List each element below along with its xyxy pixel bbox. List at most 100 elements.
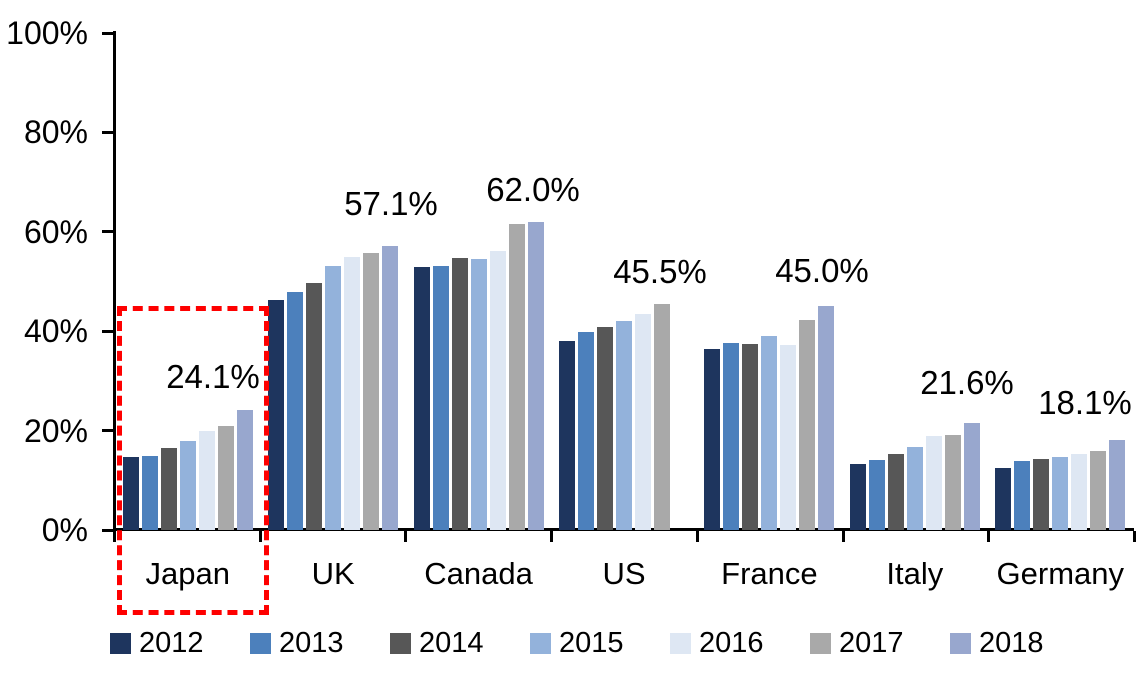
bar-uk-2014 [306,282,323,530]
y-axis-label: 100% [6,15,88,51]
bar-italy-2013 [868,459,885,530]
legend-label-2017: 2017 [839,627,904,659]
legend-swatch-2016 [670,632,691,654]
legend: 2012 2013 2014 2015 2016 2017 2018 [0,626,1142,666]
bar-japan-2012 [122,456,139,530]
bar-france-2013 [723,343,740,530]
bar-france-2015 [761,335,778,530]
data-label-us: 45.5% [613,253,707,290]
y-axis-tick [102,130,113,134]
bar-italy-2016 [925,436,942,530]
bar-canada-2016 [489,251,506,530]
category-label-germany: Germany [996,556,1125,591]
y-axis-tick [102,528,113,532]
bar-uk-2012 [268,299,285,530]
bar-canada-2017 [508,223,525,530]
legend-item-2017: 2017 [810,626,904,660]
y-axis-label: 20% [23,412,88,449]
bar-uk-2018 [382,246,399,530]
y-axis-label: 60% [23,213,88,250]
y-axis-tick [102,31,113,35]
bar-japan-2015 [179,441,196,530]
bar-germany-2012 [995,467,1012,530]
y-axis-label: 40% [23,313,88,350]
highlight-box-japan [117,306,269,615]
bar-germany-2017 [1090,451,1107,530]
bar-germany-2016 [1071,454,1088,530]
category-label-france: France [721,556,818,591]
bar-france-2014 [742,343,759,530]
y-axis-line [113,31,116,531]
data-label-france: 45.0% [775,252,869,289]
bar-canada-2013 [432,265,449,530]
bar-canada-2014 [451,257,468,530]
x-axis-tick [696,531,699,542]
y-axis-label: 80% [23,114,88,151]
bar-germany-2014 [1033,458,1050,530]
y-axis-label: 0% [41,512,88,548]
bar-us-2013 [577,331,594,530]
bar-group-france [697,33,842,530]
bar-italy-2012 [849,464,866,530]
bar-us-2015 [615,321,632,530]
legend-label-2015: 2015 [559,627,624,659]
y-axis-tick [102,230,113,234]
legend-item-2014: 2014 [390,626,484,660]
legend-item-2012: 2012 [110,626,204,660]
category-label-uk: UK [311,556,355,591]
data-label-italy: 21.6% [920,364,1014,401]
bar-italy-2015 [906,446,923,530]
x-axis-tick [550,531,553,542]
category-label-canada: Canada [424,556,533,591]
bar-us-2012 [558,340,575,530]
bar-uk-2015 [325,265,342,530]
legend-item-2013: 2013 [250,626,344,660]
bar-group-uk [260,33,405,530]
bar-japan-2014 [160,448,177,530]
bar-group-germany [988,33,1133,530]
bar-germany-2015 [1052,457,1069,530]
legend-swatch-2013 [250,632,271,654]
category-label-italy: Italy [886,556,944,591]
legend-label-2016: 2016 [699,627,764,659]
legend-item-2018: 2018 [950,626,1044,660]
legend-swatch-2018 [950,632,971,654]
legend-swatch-2017 [810,632,831,654]
legend-item-2016: 2016 [670,626,764,660]
y-axis-tick [102,329,113,333]
x-axis-tick [987,531,990,542]
bar-france-2012 [704,349,721,530]
legend-label-2012: 2012 [139,627,204,659]
bar-japan-2016 [198,431,215,530]
legend-label-2018: 2018 [979,627,1044,659]
legend-swatch-2015 [530,632,551,654]
plot-area [115,33,1133,530]
data-label-uk: 57.1% [344,185,438,222]
y-axis-tick [102,429,113,433]
bar-group-us [551,33,696,530]
bar-uk-2017 [363,252,380,530]
x-axis-tick [113,531,116,542]
bar-japan-2017 [217,425,234,530]
x-axis-tick [404,531,407,542]
bar-group-canada [406,33,551,530]
bar-japan-2018 [236,410,253,530]
bar-france-2018 [818,306,835,530]
bar-canada-2015 [470,258,487,530]
bar-us-2017 [653,303,670,530]
bar-germany-2013 [1014,460,1031,530]
bar-group-italy [842,33,987,530]
bar-italy-2018 [963,422,980,530]
data-label-germany: 18.1% [1038,384,1132,421]
x-axis-tick [1133,531,1136,542]
legend-label-2014: 2014 [419,627,484,659]
legend-swatch-2012 [110,632,131,654]
category-label-japan: Japan [145,556,230,591]
x-axis-tick [259,531,262,542]
bar-germany-2018 [1109,440,1126,530]
bar-italy-2014 [887,454,904,530]
legend-swatch-2014 [390,632,411,654]
legend-label-2013: 2013 [279,627,344,659]
bar-us-2016 [634,313,651,530]
